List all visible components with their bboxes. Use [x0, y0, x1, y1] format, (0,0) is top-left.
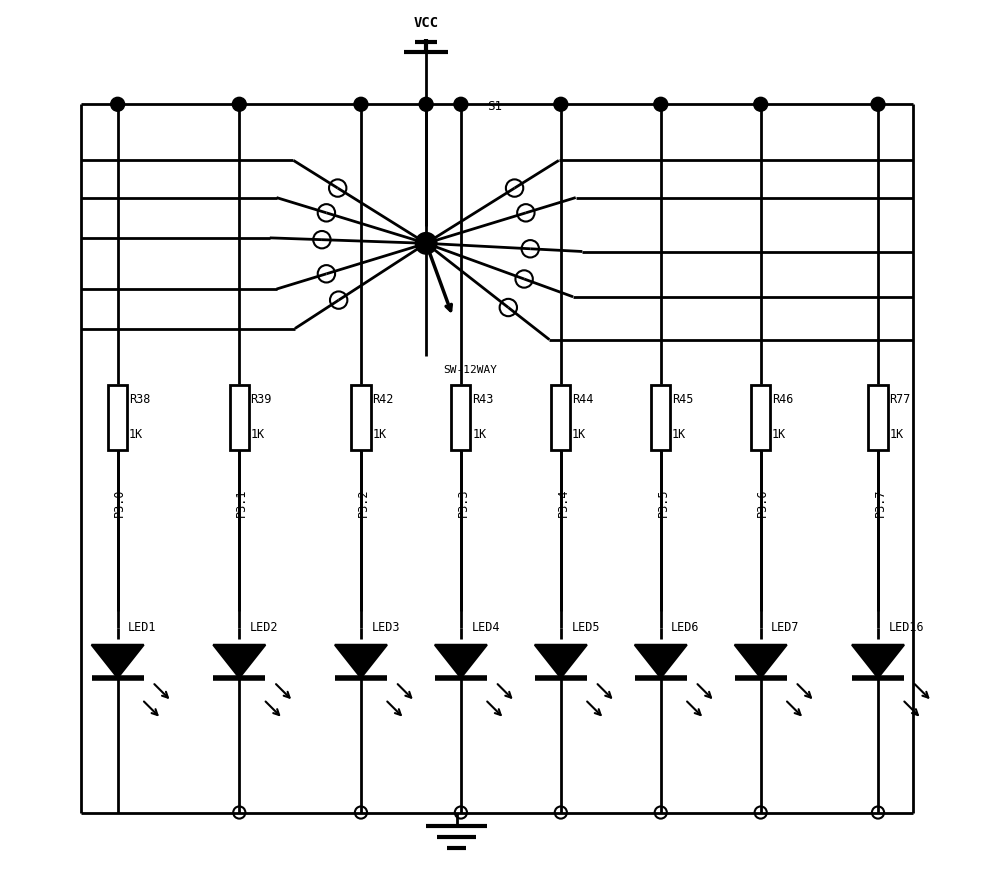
FancyBboxPatch shape [751, 384, 770, 450]
Text: R77: R77 [889, 394, 911, 406]
Circle shape [654, 97, 668, 111]
Polygon shape [852, 645, 904, 678]
Circle shape [354, 97, 368, 111]
Circle shape [554, 97, 568, 111]
Text: R43: R43 [472, 394, 494, 406]
FancyBboxPatch shape [108, 384, 127, 450]
Circle shape [111, 97, 125, 111]
Polygon shape [92, 645, 144, 678]
Circle shape [871, 97, 885, 111]
Circle shape [419, 97, 433, 111]
Text: P3.0: P3.0 [113, 488, 126, 517]
Text: 1K: 1K [772, 428, 786, 441]
Text: R39: R39 [251, 394, 272, 406]
FancyBboxPatch shape [351, 384, 371, 450]
Text: P3.5: P3.5 [656, 488, 669, 517]
Text: LED3: LED3 [371, 621, 400, 634]
Polygon shape [735, 645, 787, 678]
Text: LED6: LED6 [671, 621, 700, 634]
Polygon shape [435, 645, 487, 678]
Text: 1K: 1K [672, 428, 686, 441]
FancyBboxPatch shape [451, 384, 470, 450]
Polygon shape [335, 645, 387, 678]
Text: R44: R44 [572, 394, 594, 406]
Circle shape [416, 233, 437, 254]
Text: R42: R42 [372, 394, 394, 406]
FancyBboxPatch shape [230, 384, 249, 450]
Text: SW-12WAY: SW-12WAY [444, 365, 498, 375]
Text: LED16: LED16 [888, 621, 924, 634]
Polygon shape [635, 645, 687, 678]
Text: R46: R46 [772, 394, 793, 406]
Text: LED5: LED5 [571, 621, 600, 634]
Text: P3.1: P3.1 [235, 488, 248, 517]
Text: P3.7: P3.7 [874, 488, 887, 517]
FancyBboxPatch shape [551, 384, 570, 450]
Polygon shape [535, 645, 587, 678]
Text: 1K: 1K [372, 428, 387, 441]
Polygon shape [213, 645, 265, 678]
Text: LED4: LED4 [471, 621, 500, 634]
Text: 1K: 1K [889, 428, 904, 441]
Text: VCC: VCC [414, 17, 439, 30]
FancyBboxPatch shape [868, 384, 888, 450]
Text: P3.3: P3.3 [457, 488, 470, 517]
Text: 1K: 1K [472, 428, 486, 441]
Text: 1K: 1K [251, 428, 265, 441]
Text: P3.6: P3.6 [756, 488, 769, 517]
Text: P3.2: P3.2 [357, 488, 370, 517]
Text: P3.4: P3.4 [556, 488, 569, 517]
Text: S1: S1 [487, 100, 502, 113]
FancyBboxPatch shape [651, 384, 670, 450]
Circle shape [232, 97, 246, 111]
Text: R45: R45 [672, 394, 693, 406]
Text: R38: R38 [129, 394, 150, 406]
Text: LED2: LED2 [250, 621, 278, 634]
Circle shape [454, 97, 468, 111]
Text: LED7: LED7 [771, 621, 800, 634]
Text: 1K: 1K [129, 428, 143, 441]
Text: LED1: LED1 [128, 621, 157, 634]
Circle shape [754, 97, 768, 111]
Text: 1K: 1K [572, 428, 586, 441]
